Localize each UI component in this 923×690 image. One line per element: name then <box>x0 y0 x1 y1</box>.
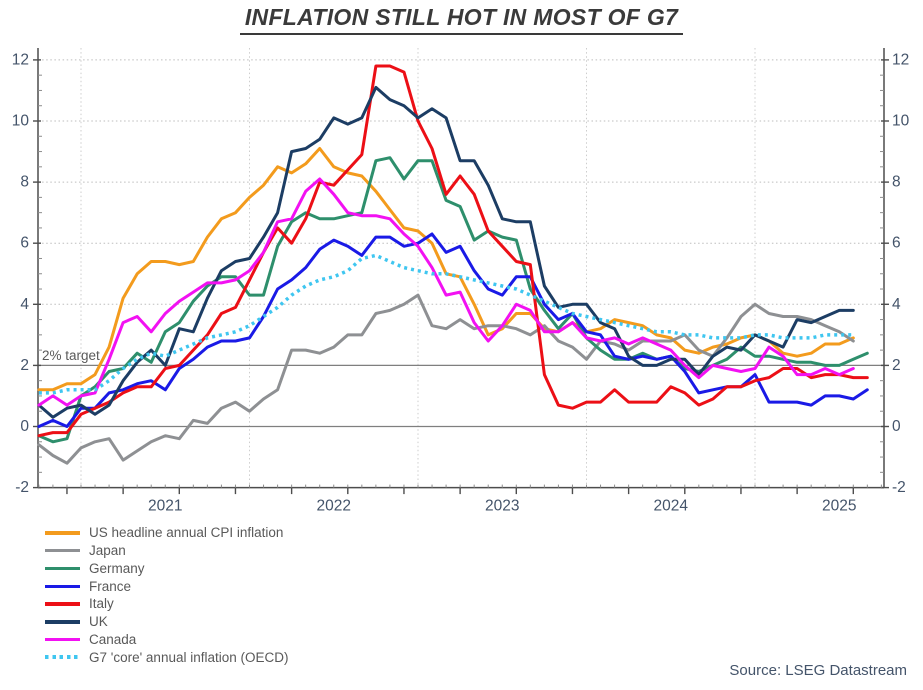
vertical-gridlines <box>80 48 756 488</box>
line-swatch-icon <box>45 602 80 606</box>
y-tick-label: 12 <box>12 51 29 68</box>
x-tick-labels: 2021 2022 2023 2024 2025 <box>148 498 856 515</box>
chart-title: INFLATION STILL HOT IN MOST OF G7 <box>239 4 684 35</box>
y-tick-labels: -2 -2 0 0 2 2 4 4 6 6 8 8 10 10 12 12 <box>12 51 910 496</box>
line-swatch-icon <box>45 637 80 642</box>
legend-item: Italy <box>45 595 289 613</box>
legend-label: US headline annual CPI inflation <box>89 525 284 541</box>
series-line-japan <box>37 293 855 465</box>
target-line-label: 2% target <box>42 348 100 363</box>
legend-label: Canada <box>89 631 137 647</box>
x-tick-label: 2025 <box>822 498 856 515</box>
y-tick-label: 2 <box>20 357 29 374</box>
line-swatch-icon <box>45 620 80 624</box>
legend-item: Canada <box>45 631 289 649</box>
y-tick-label: 12 <box>892 51 909 68</box>
legend: US headline annual CPI inflation Japan Ger… <box>45 524 289 666</box>
x-tick-label: 2022 <box>317 498 351 515</box>
x-tick-label: 2024 <box>654 498 689 515</box>
legend-label: France <box>89 578 132 594</box>
series-line-uk <box>37 85 855 419</box>
y-tick-label: 0 <box>20 418 29 435</box>
legend-item: US headline annual CPI inflation <box>45 524 289 542</box>
legend-item: Germany <box>45 560 289 578</box>
legend-item: Japan <box>45 542 289 560</box>
legend-label: Germany <box>89 560 145 576</box>
x-tick-label: 2023 <box>485 498 519 515</box>
legend-item: France <box>45 577 289 595</box>
y-tick-label: 8 <box>20 174 29 191</box>
legend-label: G7 'core' annual inflation (OECD) <box>89 649 289 665</box>
series-line-italy <box>37 64 869 438</box>
y-tick-label: 8 <box>892 174 901 191</box>
axes <box>37 48 885 489</box>
legend-item: UK <box>45 613 289 631</box>
y-tick-label: -2 <box>15 479 29 496</box>
y-ticks <box>33 59 889 489</box>
source-credit: Source: LSEG Datastream <box>729 662 907 679</box>
legend-label: Italy <box>89 596 114 612</box>
y-tick-label: 6 <box>20 235 29 252</box>
series-lines <box>37 64 869 465</box>
series-line-g7-core-annual-inflation-oecd <box>38 253 854 395</box>
line-swatch-icon <box>45 566 80 571</box>
legend-label: Japan <box>89 542 126 558</box>
y-tick-label: 2 <box>892 357 901 374</box>
dotted-line-swatch-icon <box>45 655 80 660</box>
series-line-germany <box>37 156 869 444</box>
y-tick-label: 6 <box>892 235 901 252</box>
y-tick-label: 4 <box>20 296 29 313</box>
line-swatch-icon <box>45 531 80 535</box>
y-tick-label: 10 <box>12 113 30 130</box>
legend-item: G7 'core' annual inflation (OECD) <box>45 649 289 667</box>
legend-label: UK <box>89 614 108 630</box>
y-tick-label: 10 <box>892 113 910 130</box>
horizontal-gridlines <box>38 59 884 428</box>
x-tick-label: 2021 <box>148 498 182 515</box>
y-tick-label: 4 <box>892 296 901 313</box>
title-bar: INFLATION STILL HOT IN MOST OF G7 <box>0 4 923 35</box>
line-swatch-icon <box>45 548 80 553</box>
y-tick-label: -2 <box>892 479 906 496</box>
y-tick-label: 0 <box>892 418 901 435</box>
line-swatch-icon <box>45 584 80 589</box>
series-line-canada <box>37 177 855 407</box>
x-ticks <box>38 484 882 495</box>
